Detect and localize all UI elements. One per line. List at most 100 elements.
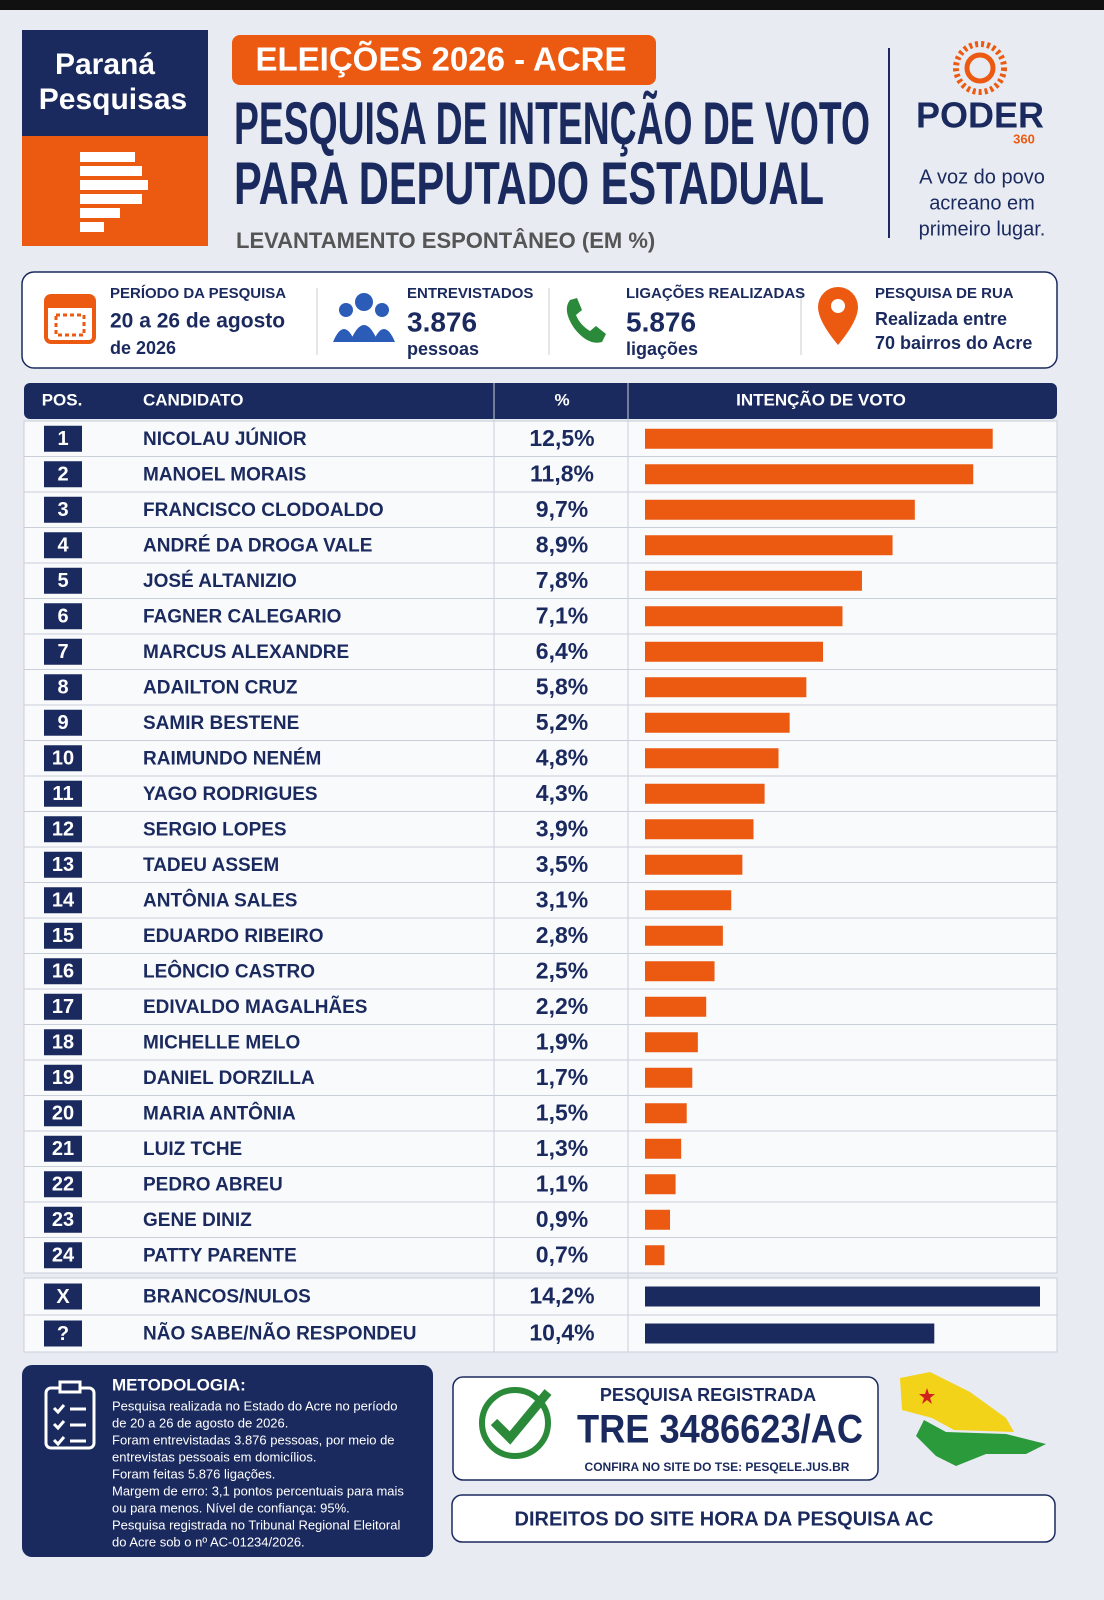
position-badge [44, 603, 82, 630]
method-line: Margem de erro: 3,1 pontos percentuais p… [112, 1483, 404, 1498]
row-background [23, 917, 1058, 954]
candidate-name: GENE DINIZ [143, 1210, 252, 1231]
percent-label: 4,8% [536, 744, 588, 770]
position-badge [44, 496, 82, 523]
percent-label: 3,1% [536, 886, 588, 912]
table-body: 1 NICOLAU JÚNIOR 12,5% 2 MANOEL MORAIS 11,8% 3… [23, 383, 1058, 1353]
bar [645, 854, 743, 875]
position: 2 [57, 464, 68, 486]
candidate-name: FAGNER CALEGARIO [143, 606, 341, 627]
partner: PODER [916, 95, 1044, 136]
position: 12 [52, 819, 74, 841]
percent-label: 4,3% [536, 780, 588, 806]
position-badge [44, 1242, 82, 1269]
method-line: Foram entrevistadas 3.876 pessoas, por m… [112, 1432, 395, 1447]
candidate-name: NICOLAU JÚNIOR [143, 428, 307, 450]
candidate-name: PATTY PARENTE [143, 1245, 297, 1266]
position-badge [44, 1029, 82, 1056]
position-badge [44, 674, 82, 701]
subtitle: LEVANTAMENTO ESPONTÂNEO (EM %) [236, 228, 655, 253]
position-badge [44, 1064, 82, 1091]
position-badge [44, 532, 82, 559]
bar [645, 464, 974, 485]
row-background [23, 1095, 1058, 1132]
position-badge [44, 638, 82, 665]
position: X [56, 1286, 70, 1308]
column-header: CANDIDATO [143, 390, 243, 409]
candidate-name: SERGIO LOPES [143, 819, 287, 840]
row-background [23, 1166, 1058, 1203]
position: 10 [52, 748, 74, 770]
row-background [23, 740, 1058, 777]
candidate-name: MARCUS ALEXANDRE [143, 642, 349, 663]
position-badge [44, 887, 82, 914]
candidate-name: YAGO RODRIGUES [143, 784, 318, 805]
position: 9 [57, 712, 68, 734]
row-background [23, 775, 1058, 812]
position: 20 [52, 1103, 74, 1125]
position-badge [44, 993, 82, 1020]
partner-sub: 360 [1013, 131, 1035, 146]
position-badge [44, 1283, 82, 1310]
percent-label: 8,9% [536, 531, 588, 557]
phone-icon [566, 298, 606, 343]
method-box [22, 1365, 433, 1557]
candidate-name: TADEU ASSEM [143, 855, 279, 876]
position: 11 [52, 783, 73, 805]
bar [645, 1245, 665, 1266]
candidate-name: FRANCISCO CLODOALDO [143, 500, 384, 521]
position-badge [44, 425, 82, 452]
brand-logo [80, 152, 148, 232]
bar [645, 925, 723, 946]
candidate-name: PEDRO ABREU [143, 1174, 283, 1195]
bar [645, 677, 807, 698]
position-badge [44, 1171, 82, 1198]
position-badge [44, 851, 82, 878]
registry-label: PESQUISA REGISTRADA [600, 1385, 816, 1405]
position-badge [44, 1100, 82, 1127]
percent-label: 2,8% [536, 922, 588, 948]
position: 19 [52, 1067, 74, 1089]
percent-label: 1,7% [536, 1064, 588, 1090]
slogan: A voz do povo [919, 166, 1045, 188]
percent-label: 11,8% [530, 460, 594, 486]
row-background [23, 811, 1058, 848]
position: ? [57, 1323, 69, 1345]
percent-label: 2,5% [536, 957, 588, 983]
method-line: ou para menos. Nível de confiança: 95%. [112, 1500, 350, 1515]
row-background [23, 846, 1058, 883]
candidate-name: JOSÉ ALTANIZIO [143, 570, 297, 592]
position: 6 [57, 606, 68, 628]
position: 18 [52, 1032, 74, 1054]
bar [645, 1209, 671, 1230]
registry-code: TRE 3486623/AC [577, 1408, 863, 1452]
slogan: primeiro lugar. [919, 218, 1046, 240]
method-text: Pesquisa realizada no Estado do Acre no … [112, 1398, 404, 1549]
position-badge [44, 958, 82, 985]
row-background [23, 633, 1058, 670]
position: 23 [52, 1209, 74, 1231]
stat-unit: ligações [626, 339, 698, 359]
candidate-name: SAMIR BESTENE [143, 713, 299, 734]
candidate-name: BRANCOS/NULOS [143, 1287, 311, 1308]
percent-label: 1,9% [536, 1028, 588, 1054]
rights: DIREITOS DO SITE HORA DA PESQUISA AC [515, 1508, 934, 1530]
position: 1 [57, 428, 68, 450]
candidate-name: ADAILTON CRUZ [143, 677, 298, 698]
position-badge [44, 745, 82, 772]
percent-label: 2,2% [536, 993, 588, 1019]
stat-label: PERÍODO DA PESQUISA [110, 285, 286, 302]
candidate-name: RAIMUNDO NENÉM [143, 747, 321, 769]
bar [645, 499, 915, 520]
tag: ELEIÇÕES 2026 - ACRE [255, 41, 626, 78]
position: 5 [57, 570, 68, 592]
percent-label: 3,5% [536, 851, 588, 877]
position: 3 [57, 499, 68, 521]
method-line: Pesquisa realizada no Estado do Acre no … [112, 1398, 397, 1413]
method-title: METODOLOGIA: [112, 1375, 246, 1394]
position-badge [44, 1320, 82, 1347]
position-badge [44, 709, 82, 736]
column-header: % [554, 390, 569, 409]
